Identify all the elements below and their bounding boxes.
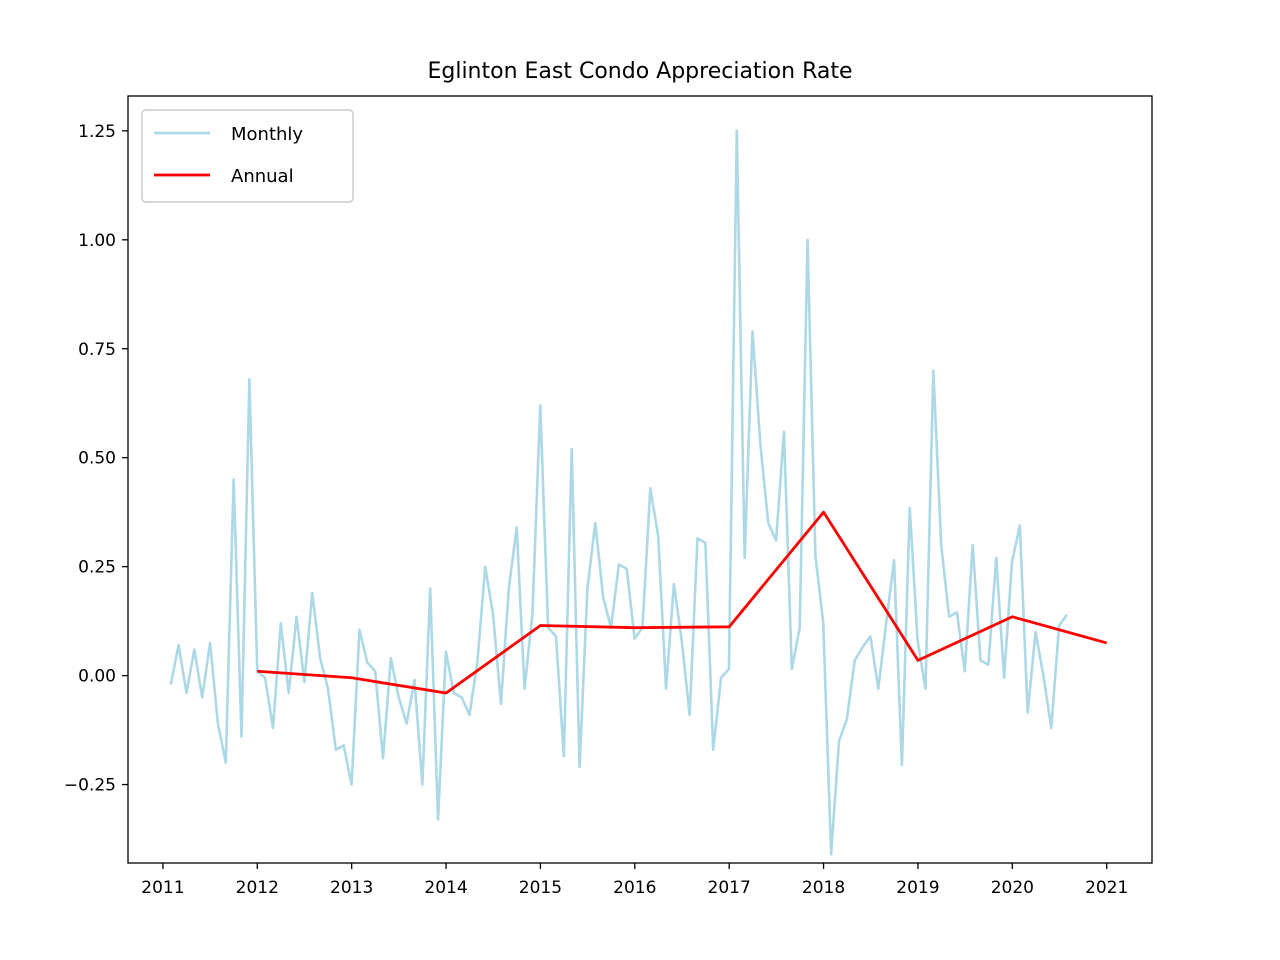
x-tick-label: 2021 <box>1085 878 1128 898</box>
y-tick-label: −0.25 <box>64 776 116 796</box>
legend: Monthly Annual <box>141 109 354 203</box>
x-tick-label: 2016 <box>613 878 656 898</box>
plot-frame <box>127 95 1153 864</box>
y-tick-label: 0.00 <box>78 667 116 687</box>
x-tick-label: 2019 <box>896 878 939 898</box>
legend-label-monthly: Monthly <box>231 124 303 145</box>
x-tick-label: 2015 <box>519 878 562 898</box>
x-tick-label: 2018 <box>802 878 845 898</box>
x-tick-label: 2014 <box>424 878 467 898</box>
y-tick-label: 1.25 <box>78 122 116 142</box>
x-tick-label: 2013 <box>330 878 373 898</box>
y-tick-label: 0.50 <box>78 449 116 469</box>
series-layer <box>169 129 1108 856</box>
x-tick-label: 2012 <box>236 878 279 898</box>
y-tick-label: 1.00 <box>78 231 116 251</box>
legend-label-annual: Annual <box>231 166 294 187</box>
y-tick-label: 0.75 <box>78 340 116 360</box>
x-tick-label: 2020 <box>991 878 1034 898</box>
series-line-monthly <box>169 129 1069 856</box>
series-line-annual <box>257 510 1108 695</box>
ticks-layer: 2011 2012 2013 2014 2015 2016 2017 2018 2019 2020… <box>64 122 1128 898</box>
x-tick-label: 2017 <box>708 878 751 898</box>
chart-title: Eglinton East Condo Appreciation Rate <box>427 59 852 84</box>
y-tick-label: 0.25 <box>78 558 116 578</box>
x-tick-label: 2011 <box>141 878 184 898</box>
